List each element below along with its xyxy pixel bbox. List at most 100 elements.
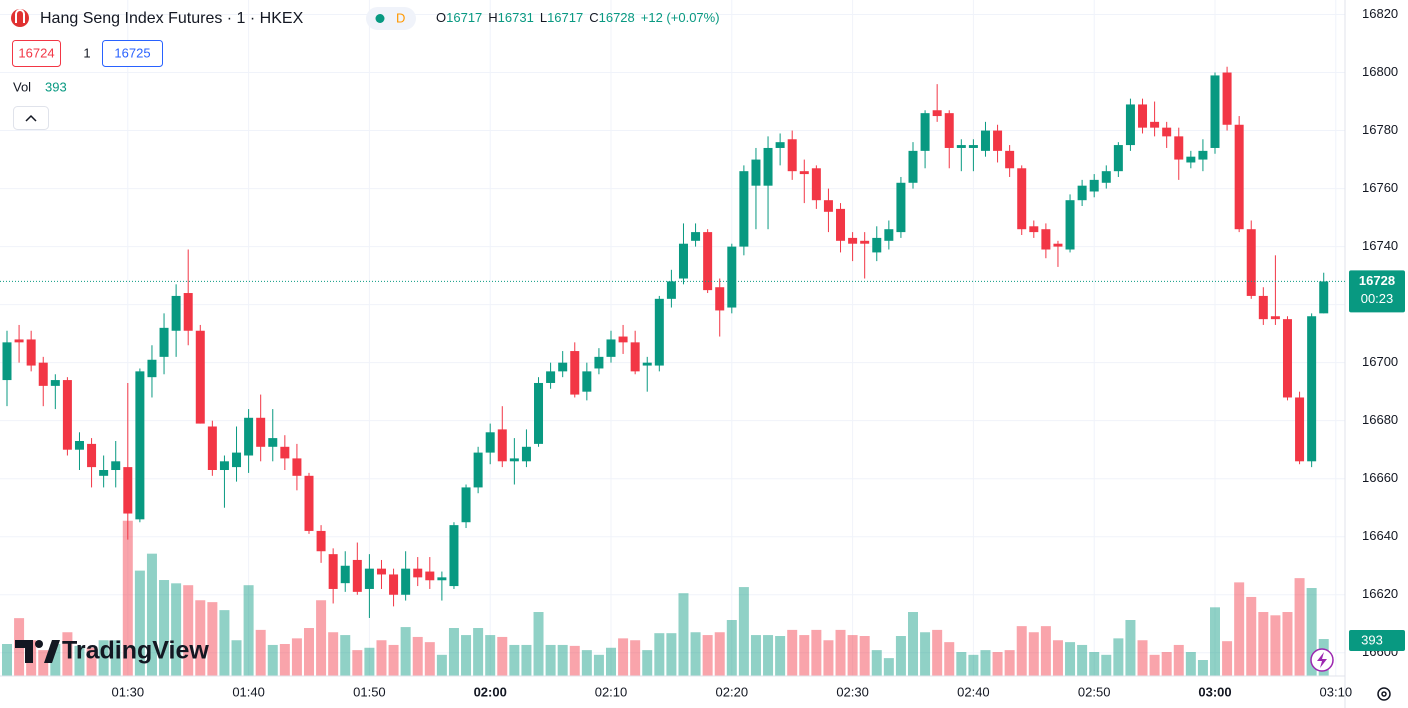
candle-body (799, 171, 809, 175)
y-tick-label: 16640 (1362, 528, 1398, 543)
volume-bar (980, 650, 991, 676)
y-tick-label: 16780 (1362, 122, 1398, 137)
candle-body (219, 461, 229, 471)
candle-body (473, 452, 483, 488)
volume-bar (183, 585, 194, 676)
x-tick-label: 03:00 (1198, 684, 1231, 699)
symbol-logo (11, 9, 29, 27)
volume-bar (50, 644, 61, 676)
volume-bar (159, 580, 170, 676)
volume-axis-label: 393 (1361, 632, 1383, 647)
candle-body (413, 568, 423, 578)
low-label: L (540, 10, 547, 25)
settings-button[interactable] (1377, 687, 1391, 701)
high-value: 16731 (498, 10, 534, 25)
volume-bar (1161, 652, 1172, 676)
candle-body (968, 145, 978, 148)
candle-body (1017, 168, 1027, 230)
candle-body (1138, 104, 1148, 128)
change-value: +12 (+0.07%) (641, 10, 720, 25)
candle-body (509, 458, 519, 462)
candle-body (232, 452, 242, 468)
candle-body (1113, 145, 1123, 172)
candle-body (389, 574, 399, 595)
candle-body (1307, 316, 1317, 462)
candle-body (811, 168, 821, 201)
volume-bar (473, 628, 484, 676)
volume-bar (509, 644, 520, 676)
candle-body (1210, 75, 1220, 148)
candle-body (618, 336, 628, 343)
volume-bar (304, 628, 314, 676)
candle-body (1162, 127, 1172, 137)
buy-button[interactable] (102, 40, 163, 67)
candle-body (364, 568, 374, 589)
volume-bar (291, 638, 302, 676)
candle-body (1125, 104, 1135, 146)
volume-bar (400, 627, 411, 676)
volume-bar (485, 635, 496, 676)
candle-body (316, 530, 326, 552)
candle-body (244, 417, 254, 456)
volume-bar (388, 644, 399, 676)
candle-body (872, 237, 882, 253)
collapse-button[interactable] (13, 106, 49, 130)
candle-body (62, 380, 72, 450)
x-tick-label: 02:10 (595, 684, 628, 699)
volume-bar (654, 633, 665, 676)
candle-body (195, 330, 205, 424)
x-tick-label: 02:50 (1078, 684, 1111, 699)
logo-t (15, 640, 33, 663)
candle-body (461, 487, 471, 523)
session-badge: D (396, 10, 405, 25)
countdown-label: 00:23 (1361, 291, 1394, 306)
sell-button[interactable] (12, 40, 61, 67)
volume-bar (569, 645, 580, 676)
candle-body (38, 362, 48, 386)
volume-bar (787, 629, 798, 676)
volume-bar (412, 636, 423, 676)
logo-dot (35, 640, 43, 648)
volume-bar (1173, 644, 1184, 676)
candle-body (751, 159, 761, 186)
volume-bar (74, 645, 85, 676)
symbol-title[interactable]: Hang Seng Index Futures · 1 · HKEX (40, 10, 304, 27)
high-label: H (488, 10, 497, 25)
volume-bar (1065, 642, 1076, 676)
candle-body (775, 142, 785, 148)
candle-body (1101, 171, 1111, 183)
volume-bar (1197, 660, 1208, 676)
candle-body (1186, 156, 1196, 163)
candle-body (376, 568, 386, 575)
candle-body (123, 467, 133, 514)
candle-body (1077, 185, 1087, 201)
volume-bar (255, 629, 266, 676)
volume-bar (920, 632, 931, 676)
candle-body (630, 342, 640, 372)
candle-body (642, 362, 652, 366)
settings-icon (1381, 691, 1387, 697)
volume-legend-value: 393 (45, 79, 67, 94)
volume-bar (1294, 578, 1305, 676)
volume-bar (521, 644, 532, 676)
candle-body (159, 327, 169, 357)
order-quantity[interactable]: 1 (83, 45, 90, 60)
y-tick-label: 16660 (1362, 470, 1398, 485)
volume-bar (908, 612, 918, 676)
candle-body (920, 113, 930, 151)
candle-body (1222, 72, 1232, 125)
candle-body (715, 287, 725, 311)
candle-body (521, 446, 531, 462)
candle-body (26, 339, 36, 366)
volume-bar (593, 654, 604, 676)
volume-bar (1040, 626, 1051, 676)
volume-bar (847, 635, 858, 676)
candle-body (980, 130, 990, 151)
low-value: 16717 (547, 10, 583, 25)
volume-bar (1222, 641, 1233, 676)
volume-bar (775, 636, 786, 676)
volume-bar (436, 654, 447, 676)
session-pill[interactable] (366, 7, 416, 30)
candle-body (1150, 121, 1160, 128)
